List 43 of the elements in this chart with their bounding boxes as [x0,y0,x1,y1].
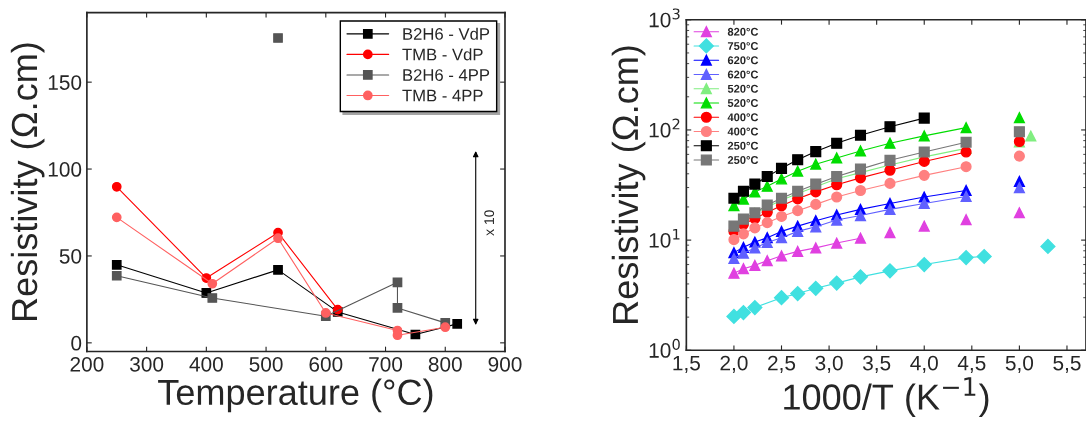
y-axis-title: Resistivity (Ω.cm) [10,43,45,320]
legend-label: 750°C [727,42,759,50]
x-axis-title: Temperature (°C) [158,378,433,413]
legend-label: 520°C [727,99,759,107]
y-tick-label: 10$^{2}$ [649,118,680,138]
legend-label: 520°C [727,84,759,93]
x-tick-label: 300 [130,356,164,372]
x-tick-label: 4,0 [910,355,938,373]
x-tick-label: 600 [309,356,343,372]
x-tick-label: 3,0 [815,355,843,373]
legend-label: 400°C [727,113,759,122]
y-tick-label: 100 [48,162,82,177]
y-tick-label: 50 [59,248,82,264]
y-tick-label: 10$^{3}$ [649,8,680,28]
legend-label: 250°C [727,156,759,164]
legend-label: 820°C [727,27,759,36]
x-tick-label: 3,5 [862,355,891,373]
x-tick-label: 2,0 [720,355,748,373]
x-tick-label: 4,5 [957,355,986,373]
x-tick-label: 5,5 [1053,355,1081,373]
legend-label: 620°C [727,70,759,79]
annotation: x 10 [484,210,495,236]
x-tick-label: 200 [70,356,104,372]
legend-label: 620°C [727,56,759,65]
x-tick-label: 700 [369,356,403,372]
y-axis-title: Resistivity (Ω.cm) [611,46,646,323]
x-tick-label: 900 [488,356,522,372]
legend-label: TMB - VdP [402,48,483,61]
legend-label: B2H6 - 4PP [403,69,490,81]
legend-label: 250°C [727,141,759,150]
x-tick-label: 500 [249,356,283,372]
x-tick-label: 800 [428,356,462,372]
x-tick-label: 400 [189,356,223,372]
x-tick-label: 5,0 [1005,355,1034,373]
x-axis-title: 1000/T (K$^{−1}$) [784,377,989,418]
y-tick-label: 10$^{1}$ [649,228,680,248]
x-tick-label: 2,5 [768,355,796,373]
y-tick-label: 0 [71,335,82,351]
legend-label: B2H6 - VdP [403,27,490,40]
legend-label: TMB - 4PP [402,89,483,102]
legend-label: 400°C [727,127,759,136]
y-tick-label: 150 [48,75,82,90]
x-tick-label: 1,5 [673,355,700,373]
